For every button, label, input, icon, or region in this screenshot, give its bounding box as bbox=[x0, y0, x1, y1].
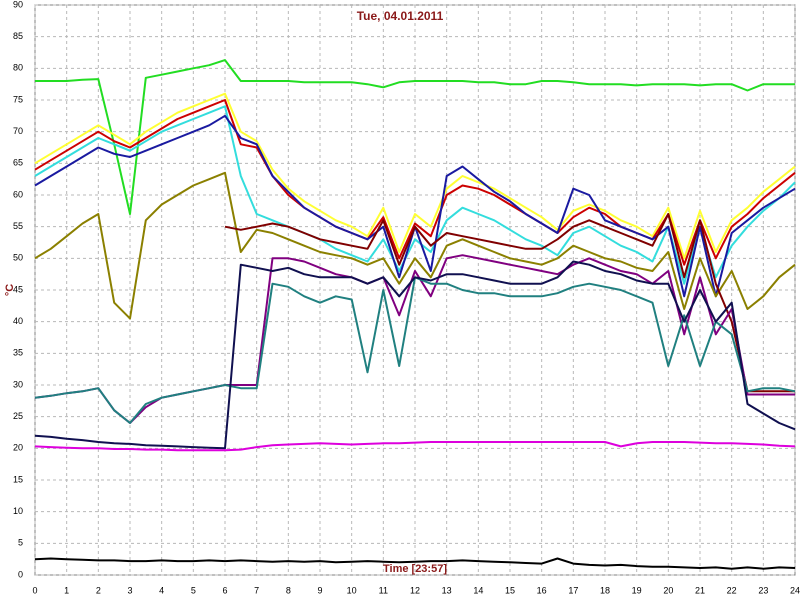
series-line bbox=[224, 213, 795, 393]
y-tick-label: 0 bbox=[18, 569, 23, 579]
x-tick-label: 23 bbox=[758, 585, 768, 595]
x-tick-label: 7 bbox=[254, 585, 259, 595]
x-tick-label: 8 bbox=[286, 585, 291, 595]
y-tick-label: 5 bbox=[18, 538, 23, 548]
x-tick-label: 16 bbox=[537, 585, 547, 595]
y-tick-label: 30 bbox=[13, 379, 23, 389]
y-tick-label: 90 bbox=[13, 0, 23, 9]
x-axis-label: Time [23:57] bbox=[383, 563, 447, 575]
x-tick-label: 6 bbox=[222, 585, 227, 595]
x-tick-label: 17 bbox=[568, 585, 578, 595]
y-tick-label: 15 bbox=[13, 474, 23, 484]
x-tick-label: 22 bbox=[727, 585, 737, 595]
x-tick-label: 18 bbox=[600, 585, 610, 595]
x-tick-label: 4 bbox=[159, 585, 164, 595]
y-tick-label: 35 bbox=[13, 348, 23, 358]
series-line bbox=[34, 441, 796, 452]
y-tick-label: 25 bbox=[13, 411, 23, 421]
x-tick-label: 19 bbox=[632, 585, 642, 595]
y-tick-label: 70 bbox=[13, 126, 23, 136]
x-tick-label: 5 bbox=[191, 585, 196, 595]
x-tick-label: 3 bbox=[127, 585, 132, 595]
grid bbox=[34, 4, 796, 576]
lines bbox=[34, 59, 796, 570]
x-tick-label: 12 bbox=[410, 585, 420, 595]
series-line bbox=[35, 59, 795, 215]
y-tick-label: 10 bbox=[13, 506, 23, 516]
y-tick-label: 40 bbox=[13, 316, 23, 326]
x-tick-label: 20 bbox=[663, 585, 673, 595]
y-tick-label: 75 bbox=[13, 94, 23, 104]
y-tick-label: 45 bbox=[13, 284, 23, 294]
y-tick-label: 60 bbox=[13, 189, 23, 199]
x-tick-label: 0 bbox=[32, 585, 37, 595]
chart-title: Tue, 04.01.2011 bbox=[357, 9, 444, 23]
y-tick-label: 65 bbox=[13, 158, 23, 168]
x-tick-label: 1 bbox=[64, 585, 69, 595]
y-axis-label: °C bbox=[4, 284, 16, 296]
x-tick-label: 21 bbox=[695, 585, 705, 595]
series-line bbox=[34, 171, 796, 320]
x-tick-label: 11 bbox=[379, 585, 388, 595]
y-tick-label: 55 bbox=[13, 221, 23, 231]
y-tick-label: 80 bbox=[13, 63, 23, 73]
y-tick-label: 50 bbox=[13, 253, 23, 263]
y-tick-label: 85 bbox=[13, 31, 23, 41]
x-tick-label: 14 bbox=[473, 585, 483, 595]
series-line bbox=[34, 260, 796, 450]
x-tick-label: 13 bbox=[442, 585, 452, 595]
series-line bbox=[34, 557, 796, 570]
y-tick-label: 20 bbox=[13, 443, 23, 453]
x-tick-label: 24 bbox=[790, 585, 800, 595]
x-tick-label: 10 bbox=[347, 585, 357, 595]
x-tick-label: 9 bbox=[317, 585, 322, 595]
x-tick-label: 15 bbox=[505, 585, 515, 595]
series-line bbox=[34, 92, 796, 260]
x-tick-label: 2 bbox=[96, 585, 101, 595]
